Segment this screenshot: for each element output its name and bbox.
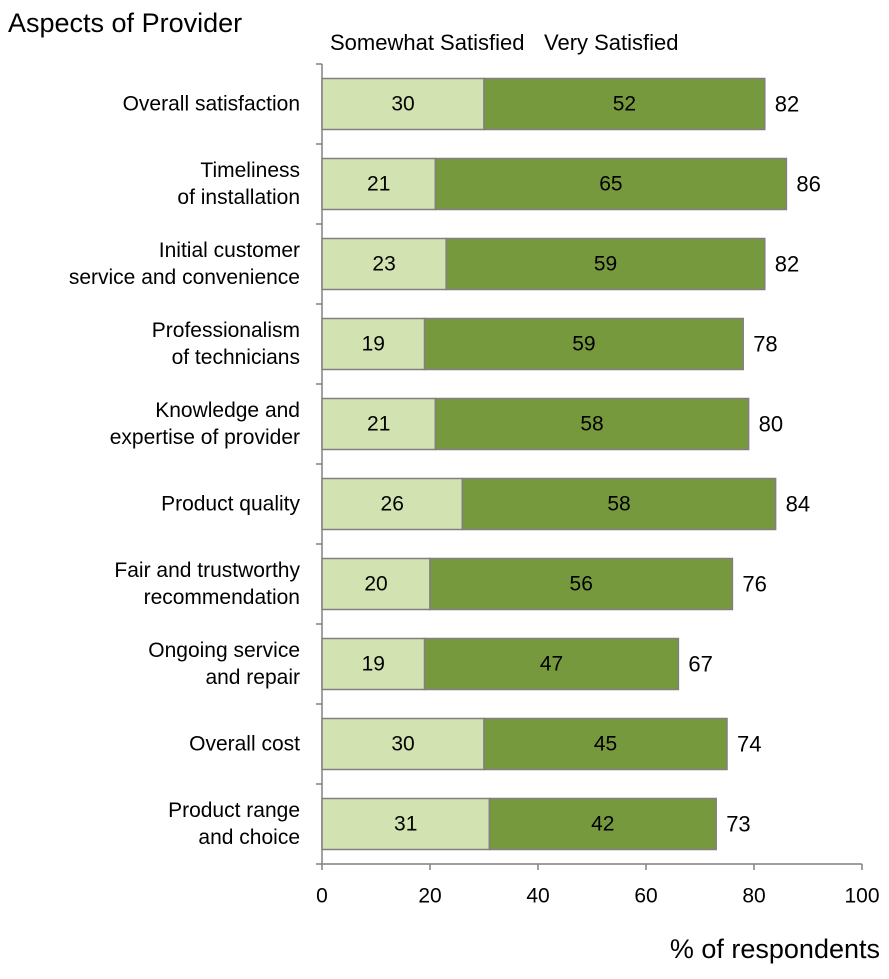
bar-total-label: 82 <box>775 252 799 277</box>
bar-total-label: 80 <box>759 412 783 437</box>
bar-very-satisfied <box>423 317 744 371</box>
y-category-label: and repair <box>205 666 300 689</box>
x-tick-label: 80 <box>742 885 765 908</box>
y-category-label: Fair and trustworthy <box>114 559 300 582</box>
bar-value-label: 19 <box>362 653 385 676</box>
y-category-label: Professionalism <box>152 319 300 342</box>
y-category-label: Ongoing service <box>148 639 300 662</box>
bar-value-label: 23 <box>372 253 395 276</box>
y-category-label: expertise of provider <box>110 426 300 449</box>
x-axis-label: % of respondents <box>669 934 880 964</box>
bar-very-satisfied <box>429 557 734 611</box>
bar-very-satisfied <box>445 237 766 291</box>
bar-somewhat-satisfied <box>321 477 464 531</box>
bar-value-label: 58 <box>580 413 603 436</box>
bar-value-label: 20 <box>364 573 387 596</box>
bar-very-satisfied <box>461 477 777 531</box>
bar-total-label: 84 <box>786 492 810 517</box>
bar-value-label: 45 <box>594 733 617 756</box>
bar-value-label: 26 <box>381 493 404 516</box>
bar-total-label: 78 <box>753 332 777 357</box>
bar-somewhat-satisfied <box>321 157 437 211</box>
bar-value-label: 42 <box>591 813 614 836</box>
x-tick-label: 60 <box>634 885 657 908</box>
bar-very-satisfied <box>483 77 766 131</box>
bar-very-satisfied <box>423 637 680 691</box>
bar-value-label: 31 <box>394 813 417 836</box>
bar-very-satisfied <box>434 397 750 451</box>
bar-value-label: 19 <box>362 333 385 356</box>
y-category-label: Product quality <box>161 493 300 516</box>
bar-total-label: 76 <box>742 572 766 597</box>
y-category-label: Knowledge and <box>155 399 300 422</box>
bar-total-label: 67 <box>688 652 712 677</box>
bar-very-satisfied <box>434 157 788 211</box>
bar-value-label: 30 <box>391 93 414 116</box>
y-category-label: service and convenience <box>69 266 300 289</box>
y-category-label: Timeliness <box>200 159 300 182</box>
bar-somewhat-satisfied <box>321 397 437 451</box>
bar-value-label: 59 <box>594 253 617 276</box>
bar-value-label: 21 <box>367 413 390 436</box>
bar-value-label: 58 <box>607 493 630 516</box>
legend-somewhat-satisfied: Somewhat Satisfied <box>330 30 525 55</box>
y-category-label: of installation <box>177 186 300 209</box>
x-tick-label: 20 <box>418 885 441 908</box>
x-tick-label: 100 <box>844 885 879 908</box>
bar-somewhat-satisfied <box>321 637 426 691</box>
bar-value-label: 30 <box>391 733 414 756</box>
x-tick-label: 0 <box>316 885 328 908</box>
bar-somewhat-satisfied <box>321 237 447 291</box>
bar-value-label: 47 <box>540 653 563 676</box>
bar-value-label: 59 <box>572 333 595 356</box>
bar-total-label: 82 <box>775 92 799 117</box>
bar-somewhat-satisfied <box>321 77 485 131</box>
bar-value-label: 56 <box>570 573 593 596</box>
bar-value-label: 52 <box>613 93 636 116</box>
chart-title: Aspects of Provider <box>8 8 243 38</box>
y-category-label: Initial customer <box>159 239 300 262</box>
bar-total-label: 74 <box>737 732 761 757</box>
bar-value-label: 65 <box>599 173 622 196</box>
bar-total-label: 86 <box>796 172 820 197</box>
y-category-label: Overall cost <box>189 733 300 756</box>
bar-value-label: 21 <box>367 173 390 196</box>
y-category-label: Overall satisfaction <box>123 93 300 116</box>
y-category-label: recommendation <box>144 586 300 609</box>
bar-somewhat-satisfied <box>321 717 485 771</box>
legend-very-satisfied: Very Satisfied <box>544 30 679 55</box>
bar-very-satisfied <box>488 797 717 851</box>
bar-total-label: 73 <box>726 812 750 837</box>
y-category-label: and choice <box>198 826 300 849</box>
x-tick-label: 40 <box>526 885 549 908</box>
y-category-label: of technicians <box>172 346 300 369</box>
y-category-label: Product range <box>168 799 300 822</box>
bar-very-satisfied <box>483 717 728 771</box>
